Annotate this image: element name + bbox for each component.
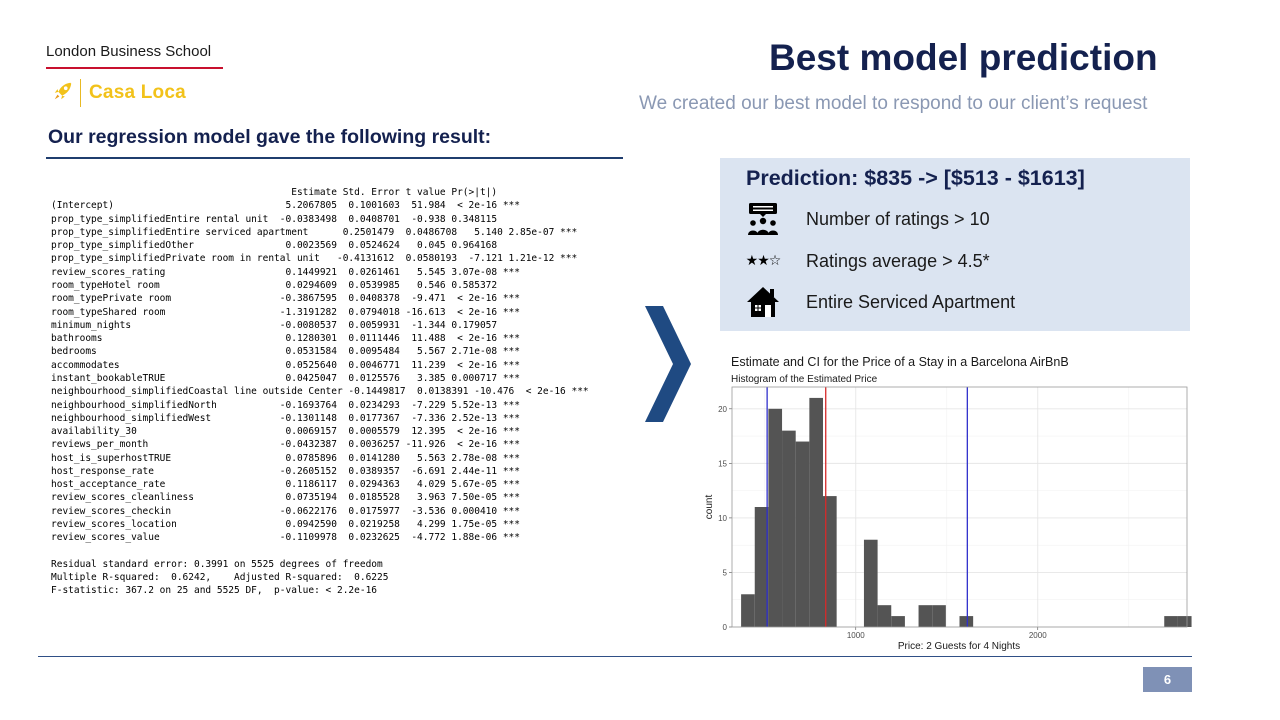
regression-output-line: host_acceptance_rate 0.1186117 0.0294363… [51, 479, 520, 491]
regression-output-line: prop_type_simplifiedOther 0.0023569 0.05… [51, 240, 520, 252]
rocket-icon [52, 80, 74, 107]
histogram-svg: Estimate and CI for the Price of a Stay … [700, 340, 1200, 658]
regression-output-line: neighbourhood_simplifiedWest -0.1301148 … [51, 412, 520, 424]
chart-title: Estimate and CI for the Price of a Stay … [731, 355, 1069, 369]
regression-output-line: Residual standard error: 0.3991 on 5525 … [51, 558, 383, 570]
regression-output-line: review_scores_checkin -0.0622176 0.01759… [51, 505, 520, 517]
regression-output-line: reviews_per_month -0.0432387 0.0036257 -… [51, 439, 520, 451]
regression-output-line: prop_type_simplifiedEntire serviced apar… [51, 226, 578, 238]
regression-output-line: prop_type_simplifiedEntire rental unit -… [51, 213, 520, 225]
regression-output-line: prop_type_simplifiedPrivate room in rent… [51, 253, 578, 265]
school-underline [46, 67, 223, 69]
regression-output-line: host_is_superhostTRUE 0.0785896 0.014128… [51, 452, 520, 464]
y-tick-label: 5 [723, 568, 728, 577]
histogram-bar [795, 441, 810, 627]
regression-output-line: room_typeHotel room 0.0294609 0.0539985 … [51, 279, 520, 291]
y-tick-label: 0 [723, 623, 728, 632]
histogram-bar [823, 496, 837, 627]
chevron-right-icon [645, 306, 691, 427]
histogram-bar [918, 605, 933, 627]
y-tick-label: 20 [718, 405, 727, 414]
criterion-ratings-average: ★★☆ Ratings average > 4.5* [742, 244, 990, 278]
regression-output-line: room_typePrivate room -0.3867595 0.04083… [51, 293, 520, 305]
users-rating-icon [742, 202, 784, 236]
stars-icon: ★★☆ [742, 253, 784, 269]
histogram-bar [741, 594, 755, 627]
histogram-bar [959, 616, 974, 627]
regression-output-line: review_scores_rating 0.1449921 0.0261461… [51, 266, 520, 278]
histogram-bar [877, 605, 892, 627]
histogram-bar [1177, 616, 1192, 627]
regression-output-line: availability_30 0.0069157 0.0005579 12.3… [51, 426, 520, 438]
histogram-bar [932, 605, 946, 627]
x-tick-label: 1000 [847, 631, 865, 640]
histogram-bar [891, 616, 905, 627]
page-title: Best model prediction [769, 37, 1158, 78]
regression-output-line: neighbourhood_simplifiedNorth -0.1693764… [51, 399, 520, 411]
regression-underline [46, 157, 623, 159]
y-axis-label: count [704, 495, 715, 520]
regression-output-line: Multiple R-squared: 0.6242, Adjusted R-s… [51, 572, 389, 584]
regression-output-line: review_scores_value -0.1109978 0.0232625… [51, 532, 520, 544]
regression-output-line: F-statistic: 367.2 on 25 and 5525 DF, p-… [51, 585, 378, 597]
prediction-title: Prediction: $835 -> [$513 - $1613] [746, 166, 1085, 190]
criterion-text: Entire Serviced Apartment [806, 291, 1016, 312]
histogram-bar [768, 408, 783, 627]
regression-output: Estimate Std. Error t value Pr(>|t|) (In… [51, 186, 631, 598]
team-logo: Casa Loca [52, 78, 186, 108]
footer-divider [38, 656, 1192, 657]
histogram-bar [754, 507, 769, 627]
histogram-bar [1164, 616, 1178, 627]
logo-divider [80, 79, 81, 107]
regression-output-line: bathrooms 0.1280301 0.0111446 11.488 < 2… [51, 333, 520, 345]
criterion-property-type: Entire Serviced Apartment [742, 285, 1015, 319]
regression-output-line: bedrooms 0.0531584 0.0095484 5.567 2.71e… [51, 346, 520, 358]
criterion-text: Ratings average > 4.5* [806, 250, 990, 271]
histogram-bar [782, 430, 796, 627]
y-tick-label: 15 [718, 459, 727, 468]
regression-output-line: (Intercept) 5.2067805 0.1001603 51.984 <… [51, 200, 520, 212]
criterion-text: Number of ratings > 10 [806, 208, 990, 229]
x-tick-label: 2000 [1029, 631, 1047, 640]
regression-output-line: minimum_nights -0.0080537 0.0059931 -1.3… [51, 319, 520, 331]
histogram-bar [809, 397, 823, 627]
criterion-ratings-count: Number of ratings > 10 [742, 202, 990, 236]
team-name: Casa Loca [89, 82, 186, 103]
regression-output-line: review_scores_location 0.0942590 0.02192… [51, 519, 520, 531]
y-tick-label: 10 [718, 514, 727, 523]
x-axis-label: Price: 2 Guests for 4 Nights [898, 641, 1020, 652]
regression-output-line: room_typeShared room -1.3191282 0.079401… [51, 306, 520, 318]
regression-output-line: neighbourhood_simplifiedCoastal line out… [51, 386, 589, 398]
page-number: 6 [1143, 667, 1192, 692]
regression-output-line: instant_bookableTRUE 0.0425047 0.0125576… [51, 372, 520, 384]
regression-heading: Our regression model gave the following … [48, 126, 492, 148]
regression-output-line: review_scores_cleanliness 0.0735194 0.01… [51, 492, 520, 504]
stars-glyph: ★★☆ [745, 253, 782, 269]
regression-output-line: host_response_rate -0.2605152 0.0389357 … [51, 465, 520, 477]
page-subtitle: We created our best model to respond to … [639, 93, 1148, 114]
histogram-bar [863, 539, 878, 627]
chart-subtitle: Histogram of the Estimated Price [731, 374, 878, 385]
prediction-panel: Prediction: $835 -> [$513 - $1613] Numbe… [720, 158, 1190, 331]
price-histogram-chart: Estimate and CI for the Price of a Stay … [700, 340, 1200, 658]
regression-output-line: Estimate Std. Error t value Pr(>|t|) [51, 187, 520, 198]
regression-output-line: accommodates 0.0525640 0.0046771 11.239 … [51, 359, 520, 371]
house-icon [742, 286, 784, 318]
school-name: London Business School [46, 43, 212, 60]
